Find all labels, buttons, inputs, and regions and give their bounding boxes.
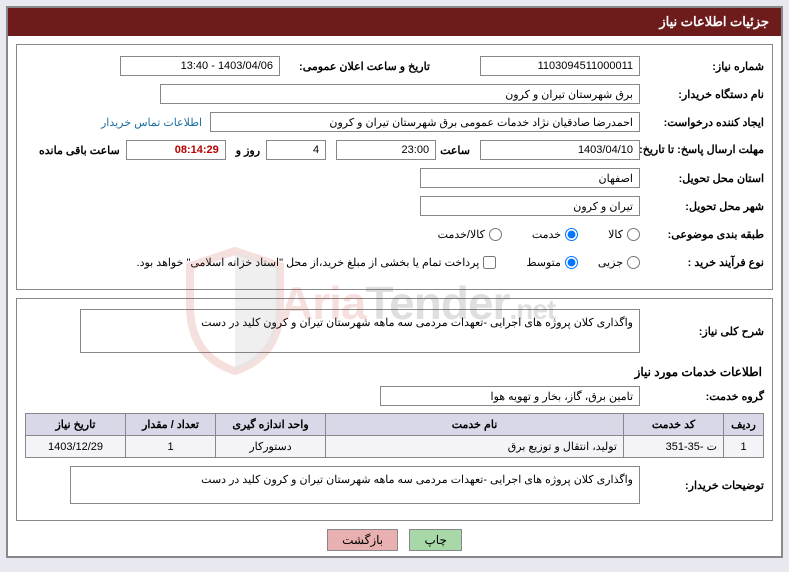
radio-medium-label: متوسط bbox=[526, 256, 561, 269]
radio-service[interactable]: خدمت bbox=[532, 228, 578, 241]
cell-qty: 1 bbox=[126, 436, 216, 458]
table-row: 1 ت -35-351 تولید، انتقال و توزیع برق دس… bbox=[26, 436, 764, 458]
th-unit: واحد اندازه گیری bbox=[216, 414, 326, 436]
services-table: ردیف کد خدمت نام خدمت واحد اندازه گیری ت… bbox=[25, 413, 764, 458]
radio-minor[interactable]: جزیی bbox=[598, 256, 640, 269]
table-header-row: ردیف کد خدمت نام خدمت واحد اندازه گیری ت… bbox=[26, 414, 764, 436]
cell-code: ت -35-351 bbox=[624, 436, 724, 458]
service-info-label: اطلاعات خدمات مورد نیاز bbox=[25, 359, 764, 385]
print-button[interactable]: چاپ bbox=[409, 529, 461, 551]
days-field: 4 bbox=[266, 140, 326, 160]
cat-label: طبقه بندی موضوعی: bbox=[640, 228, 764, 241]
main-info-section: شماره نیاز: 1103094511000011 تاریخ و ساع… bbox=[16, 44, 773, 290]
remain-label: ساعت باقی مانده bbox=[35, 144, 120, 157]
buyer-field: برق شهرستان تیران و کرون bbox=[160, 84, 640, 104]
announce-field: 1403/04/06 - 13:40 bbox=[120, 56, 280, 76]
page-header: جزئیات اطلاعات نیاز bbox=[8, 8, 781, 36]
time-label: ساعت bbox=[436, 144, 470, 157]
need-desc-label: شرح کلی نیاز: bbox=[640, 325, 764, 338]
th-row: ردیف bbox=[724, 414, 764, 436]
treasury-label: پرداخت تمام یا بخشی از مبلغ خرید،از محل … bbox=[137, 256, 480, 269]
need-desc-section: شرح کلی نیاز: واگذاری کلان پروژه های اجر… bbox=[16, 298, 773, 521]
treasury-checkbox[interactable]: پرداخت تمام یا بخشی از مبلغ خرید،از محل … bbox=[137, 256, 497, 269]
cell-unit: دستورکار bbox=[216, 436, 326, 458]
back-button[interactable]: بازگشت bbox=[327, 529, 398, 551]
service-group-label: گروه خدمت: bbox=[640, 390, 764, 403]
radio-service-label: خدمت bbox=[532, 228, 561, 241]
contact-link[interactable]: اطلاعات تماس خریدار bbox=[101, 116, 202, 129]
need-no-field: 1103094511000011 bbox=[480, 56, 640, 76]
buyer-notes-text: واگذاری کلان پروژه های اجرایی -تعهدات مر… bbox=[70, 466, 640, 504]
radio-minor-label: جزیی bbox=[598, 256, 623, 269]
deadline-time-field: 23:00 bbox=[336, 140, 436, 160]
countdown-field: 08:14:29 bbox=[126, 140, 226, 160]
province-field: اصفهان bbox=[420, 168, 640, 188]
creator-field: احمدرضا صادقیان نژاد خدمات عمومی برق شهر… bbox=[210, 112, 640, 132]
th-date: تاریخ نیاز bbox=[26, 414, 126, 436]
type-label: نوع فرآیند خرید : bbox=[640, 256, 764, 269]
city-label: شهر محل تحویل: bbox=[640, 200, 764, 213]
need-desc-text: واگذاری کلان پروژه های اجرایی -تعهدات مر… bbox=[80, 309, 640, 353]
th-code: کد خدمت bbox=[624, 414, 724, 436]
radio-goods[interactable]: کالا bbox=[608, 228, 640, 241]
cell-row: 1 bbox=[724, 436, 764, 458]
deadline-label: مهلت ارسال پاسخ: تا تاریخ: bbox=[640, 144, 764, 156]
th-qty: تعداد / مقدار bbox=[126, 414, 216, 436]
radio-goods-label: کالا bbox=[608, 228, 623, 241]
need-no-label: شماره نیاز: bbox=[640, 60, 764, 73]
days-label: روز و bbox=[232, 144, 260, 157]
radio-both[interactable]: کالا/خدمت bbox=[438, 228, 502, 241]
province-label: استان محل تحویل: bbox=[640, 172, 764, 185]
buyer-notes-label: توضیحات خریدار: bbox=[640, 479, 764, 492]
radio-medium[interactable]: متوسط bbox=[526, 256, 578, 269]
deadline-date-field: 1403/04/10 bbox=[480, 140, 640, 160]
radio-both-label: کالا/خدمت bbox=[438, 228, 485, 241]
creator-label: ایجاد کننده درخواست: bbox=[640, 116, 764, 129]
buyer-label: نام دستگاه خریدار: bbox=[640, 88, 764, 101]
cell-name: تولید، انتقال و توزیع برق bbox=[326, 436, 624, 458]
th-name: نام خدمت bbox=[326, 414, 624, 436]
service-group-field: تامین برق، گاز، بخار و تهویه هوا bbox=[380, 386, 640, 406]
city-field: تیران و کرون bbox=[420, 196, 640, 216]
cell-date: 1403/12/29 bbox=[26, 436, 126, 458]
announce-label: تاریخ و ساعت اعلان عمومی: bbox=[280, 60, 430, 73]
